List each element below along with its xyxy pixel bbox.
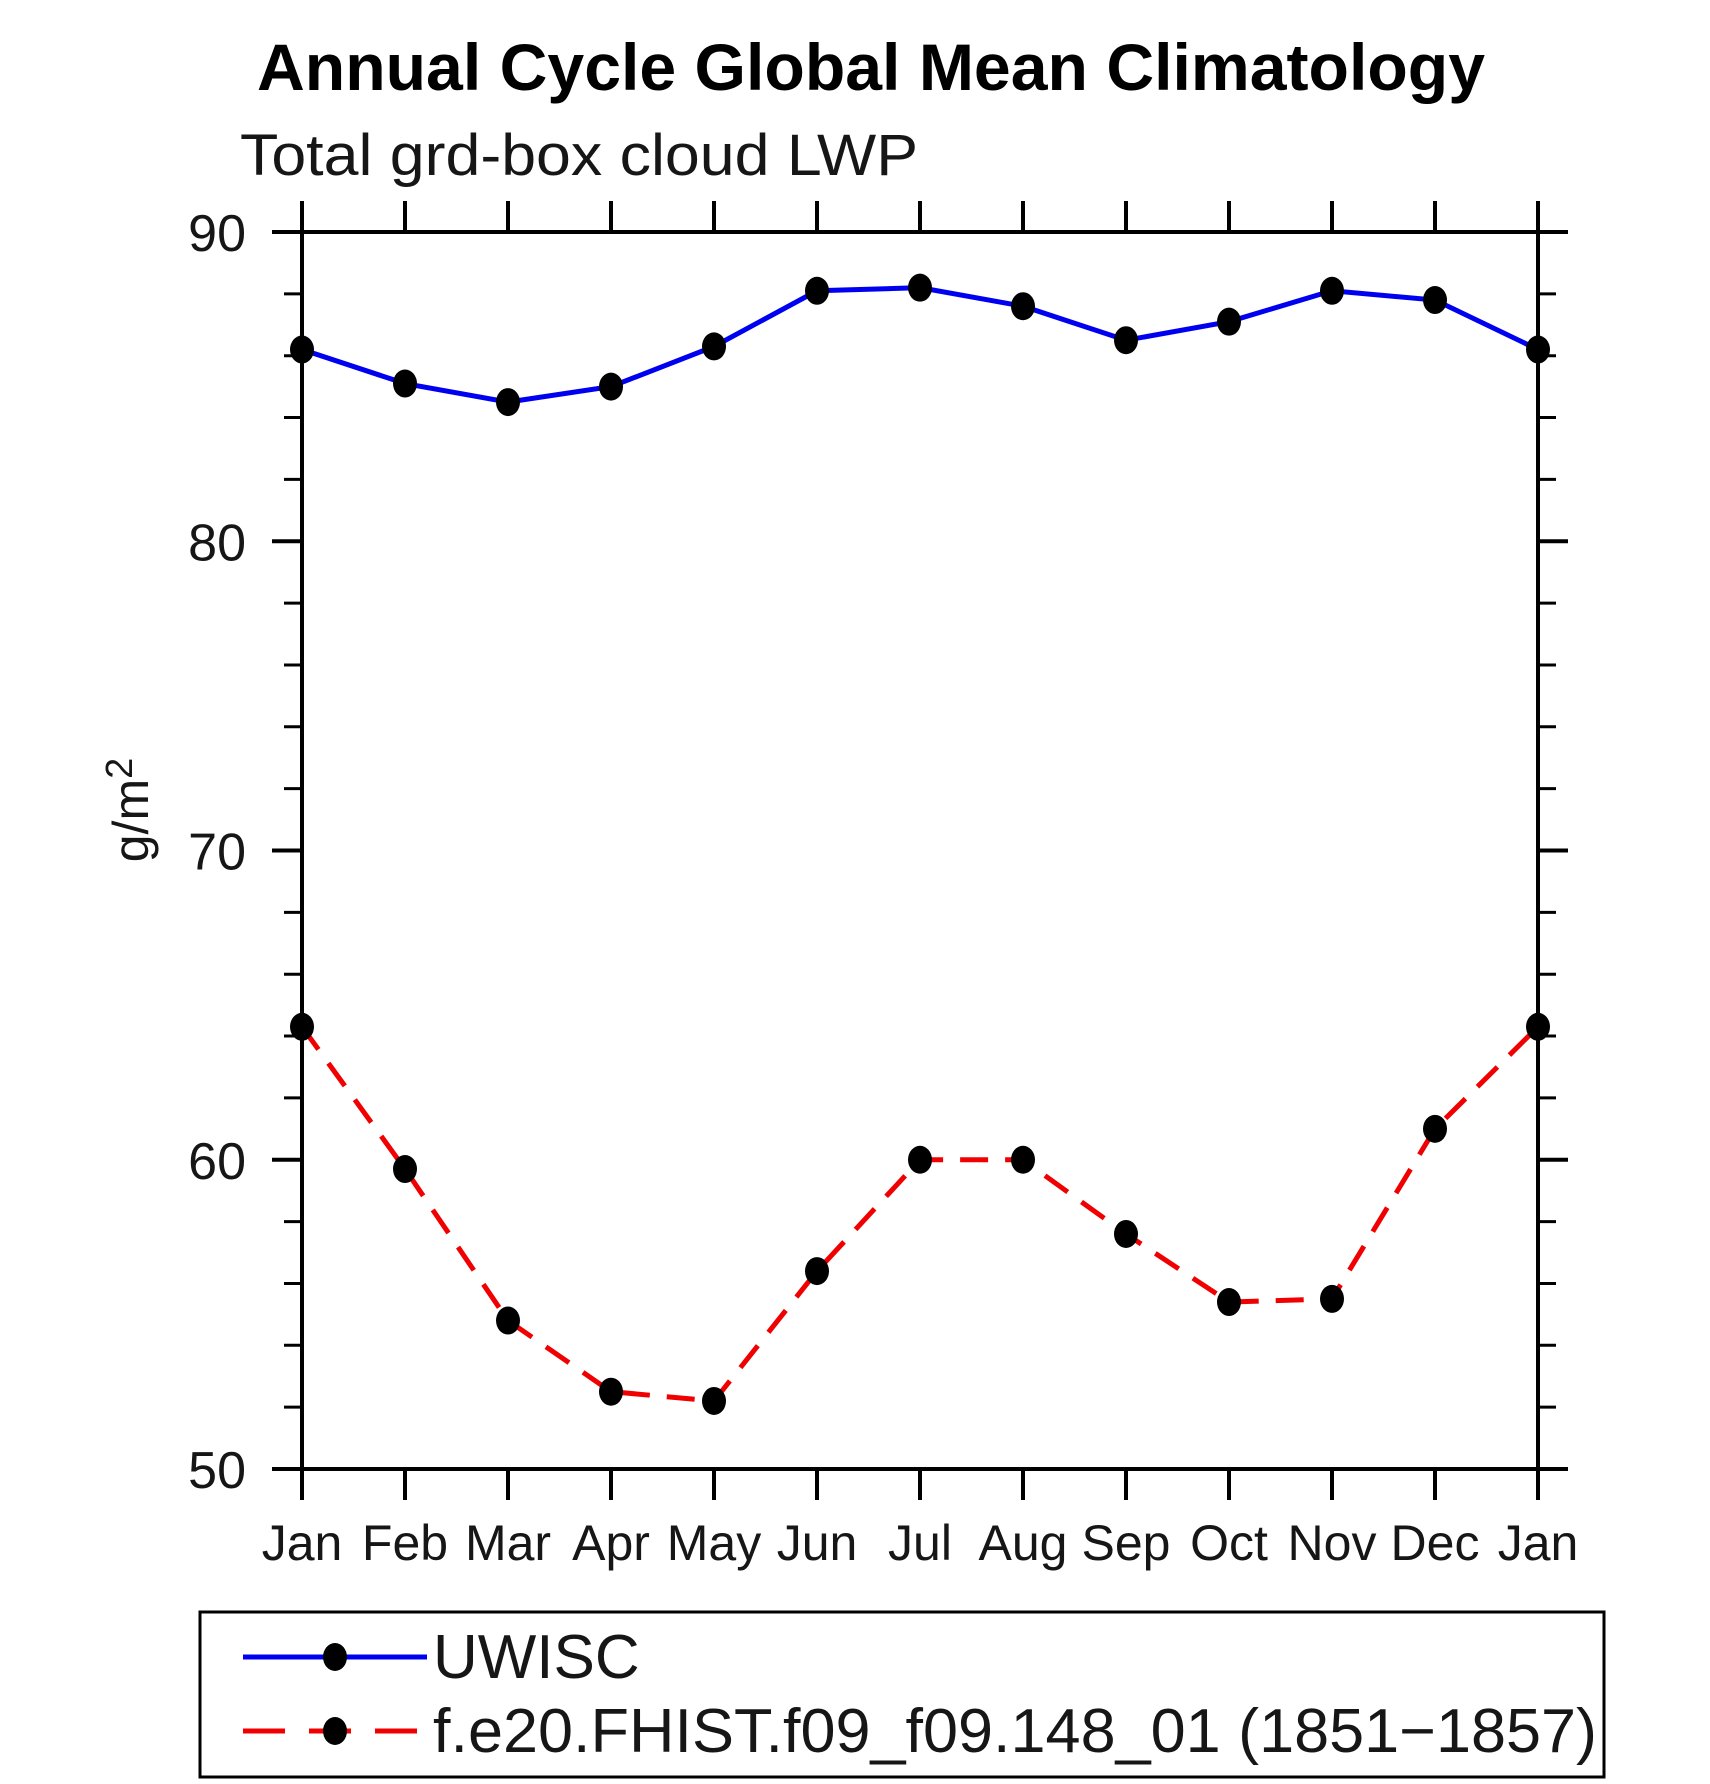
series-0-line — [301, 285, 1540, 405]
data-point — [1423, 286, 1447, 315]
data-point — [1114, 326, 1138, 355]
y-tick-label: 80 — [188, 514, 246, 572]
data-point — [1011, 1145, 1035, 1174]
x-tick-label: Nov — [1288, 1515, 1377, 1571]
legend-label: UWISC — [433, 1623, 640, 1692]
legend-marker — [323, 1643, 347, 1671]
data-point — [599, 1377, 623, 1406]
data-point — [290, 1012, 314, 1041]
legend-row: UWISC — [243, 1623, 640, 1692]
data-point — [702, 332, 726, 361]
legend-row: f.e20.FHIST.f09_f09.148_01 (1851−1857) — [243, 1697, 1597, 1766]
y-tick-label: 50 — [188, 1442, 246, 1500]
chart-subtitle: Total grd-box cloud LWP — [240, 123, 918, 188]
data-point — [1423, 1114, 1447, 1143]
x-tick-label: Jan — [262, 1515, 343, 1571]
data-point — [1114, 1219, 1138, 1248]
y-tick-label: 90 — [188, 205, 246, 263]
data-point — [908, 273, 932, 302]
y-tick-label: 70 — [188, 824, 246, 882]
data-point — [393, 1155, 417, 1184]
x-tick-label: Dec — [1391, 1515, 1480, 1571]
data-point — [908, 1145, 932, 1174]
series-1-line — [299, 1024, 1540, 1404]
chart-title: Annual Cycle Global Mean Climatology — [257, 30, 1485, 104]
data-point — [1217, 1288, 1241, 1317]
legend-box — [198, 1610, 1606, 1779]
data-point — [496, 1306, 520, 1335]
x-tick-label: Aug — [979, 1515, 1068, 1571]
x-tick-label: May — [667, 1515, 761, 1571]
x-tick-label: Mar — [465, 1515, 551, 1571]
x-tick-label: Sep — [1082, 1515, 1171, 1571]
x-tick-label: Oct — [1190, 1515, 1268, 1571]
data-point — [1320, 1284, 1344, 1313]
data-series — [290, 273, 1550, 1415]
x-tick-label: Jul — [888, 1515, 952, 1571]
legend-marker — [323, 1717, 347, 1745]
plot-frame — [300, 230, 1540, 1471]
y-tick-label: 60 — [188, 1133, 246, 1191]
x-tick-label: Jun — [777, 1515, 858, 1571]
x-tick-label: Feb — [362, 1515, 448, 1571]
data-point — [393, 369, 417, 398]
axes: Jan Feb Mar Apr May Jun Jul Aug Sep Oct Nov Dec Jan 5… — [99, 201, 1578, 1571]
data-point — [1320, 276, 1344, 305]
data-point — [1526, 1012, 1550, 1041]
x-tick-label: Jan — [1498, 1515, 1579, 1571]
data-point — [805, 276, 829, 305]
data-point — [1526, 335, 1550, 364]
data-point — [702, 1386, 726, 1415]
data-point — [1217, 307, 1241, 336]
data-point — [496, 388, 520, 417]
data-point — [1011, 292, 1035, 321]
data-point — [290, 335, 314, 364]
y-axis-label: g/m2 — [99, 758, 159, 863]
data-point — [599, 372, 623, 401]
legend-label: f.e20.FHIST.f09_f09.148_01 (1851−1857) — [433, 1697, 1597, 1766]
x-tick-label: Apr — [572, 1515, 650, 1571]
data-point — [805, 1257, 829, 1286]
